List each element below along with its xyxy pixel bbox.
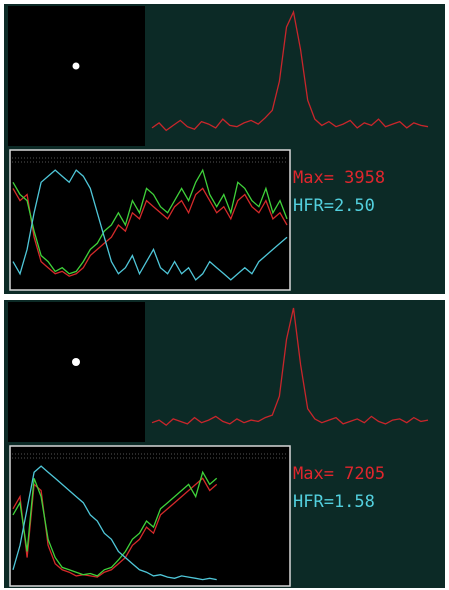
profile-line	[151, 9, 429, 132]
max-label: Max= 3958	[293, 168, 385, 188]
history-box	[9, 445, 291, 587]
hfr-label: HFR=1.58	[293, 492, 375, 512]
history-box	[9, 149, 291, 291]
panel: Max= 3958 HFR=2.50	[4, 4, 445, 294]
star	[72, 62, 80, 70]
hfr-label: HFR=2.50	[293, 196, 375, 216]
history-line	[12, 477, 218, 578]
star-image	[8, 302, 145, 442]
star	[72, 358, 80, 366]
history-line	[12, 465, 217, 581]
profile-line	[151, 307, 429, 427]
star-image	[8, 6, 145, 146]
panel: Max= 7205 HFR=1.58	[4, 300, 445, 588]
history-line	[12, 169, 288, 281]
separator	[0, 294, 449, 300]
history-line	[12, 168, 288, 275]
max-label: Max= 7205	[293, 464, 385, 484]
history-line	[12, 187, 288, 277]
history-line	[12, 470, 218, 577]
